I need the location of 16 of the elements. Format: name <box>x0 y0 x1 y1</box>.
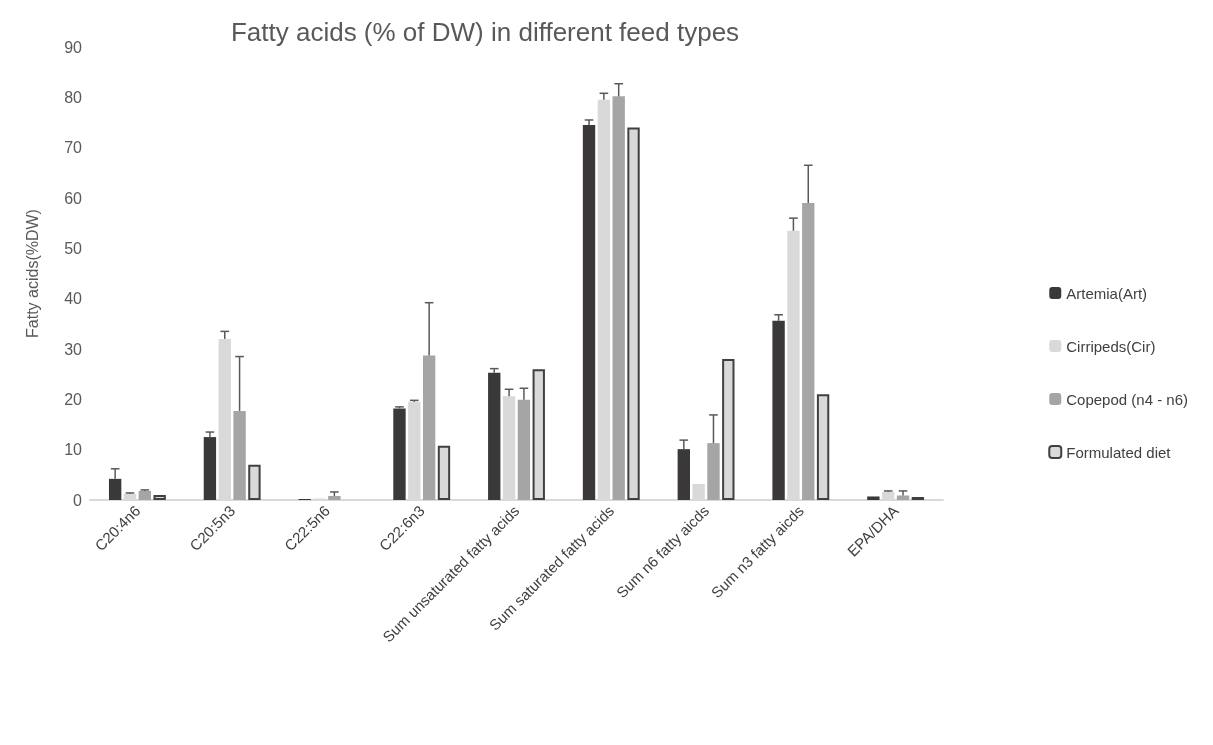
y-tick-label: 20 <box>64 390 83 408</box>
y-tick-label: 0 <box>73 491 83 509</box>
chart-title: Fatty acids (% of DW) in different feed types <box>230 17 740 47</box>
legend-label: Artemia(Art) <box>1066 284 1148 302</box>
y-tick-label: 30 <box>64 340 83 358</box>
y-tick-label: 50 <box>64 239 83 257</box>
legend-label: Cirripeds(Cir) <box>1066 337 1156 355</box>
legend-label: Formulated diet <box>1066 443 1172 461</box>
y-axis-title: Fatty acids(%DW) <box>23 209 41 338</box>
y-tick-label: 60 <box>64 189 83 207</box>
y-tick-label: 40 <box>64 290 83 308</box>
y-tick-label: 90 <box>64 38 83 56</box>
y-tick-label: 80 <box>64 88 83 106</box>
legend-label: Copepod (n4 - n6) <box>1066 390 1189 408</box>
y-tick-label: 70 <box>64 139 83 157</box>
y-tick-label: 10 <box>64 441 83 459</box>
